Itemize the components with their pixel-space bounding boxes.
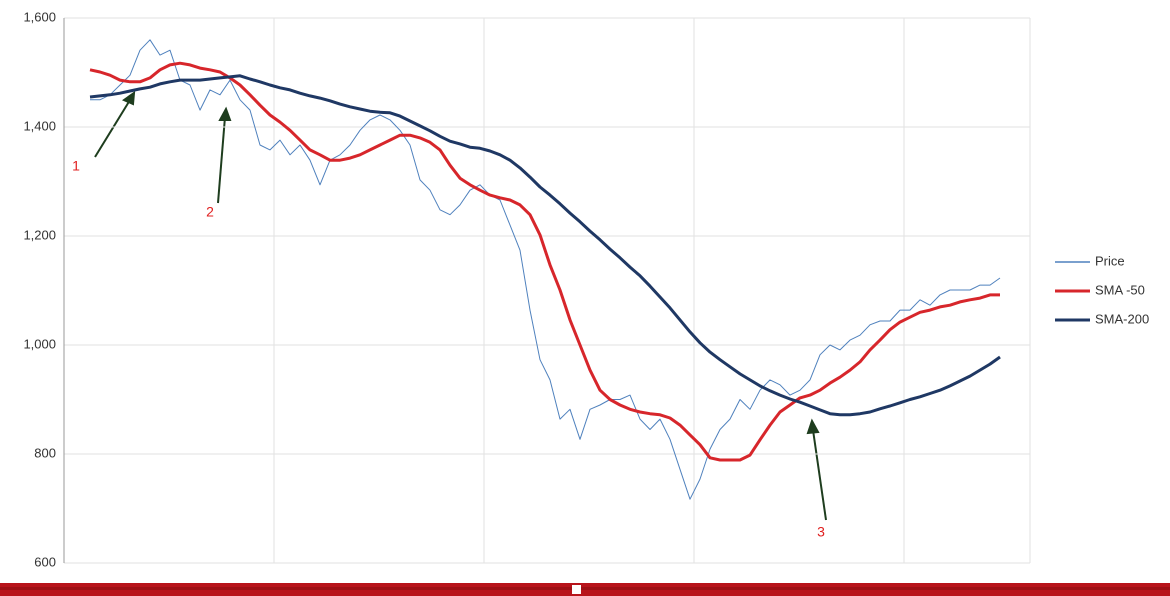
vertical-grid	[273, 18, 1031, 563]
y-tick-label: 1,000	[23, 336, 56, 351]
y-tick-label: 1,400	[23, 118, 56, 133]
legend-label: SMA-200	[1095, 311, 1149, 326]
y-tick-label: 1,600	[23, 9, 56, 24]
background	[0, 0, 1170, 583]
y-tick-label: 1,200	[23, 227, 56, 242]
annotation: 1	[72, 158, 80, 174]
annotation: 2	[206, 204, 214, 220]
legend-label: Price	[1095, 253, 1125, 268]
series-line	[89, 61, 1000, 462]
annotation: 3	[817, 524, 825, 540]
arrows	[94, 90, 827, 521]
y-tick-label: 600	[34, 554, 56, 569]
bottom-bar	[0, 583, 1170, 596]
y-tick-label: 800	[34, 445, 56, 460]
series-line	[89, 74, 1001, 417]
legend-label: SMA -50	[1095, 282, 1145, 297]
series-line	[90, 39, 1001, 500]
